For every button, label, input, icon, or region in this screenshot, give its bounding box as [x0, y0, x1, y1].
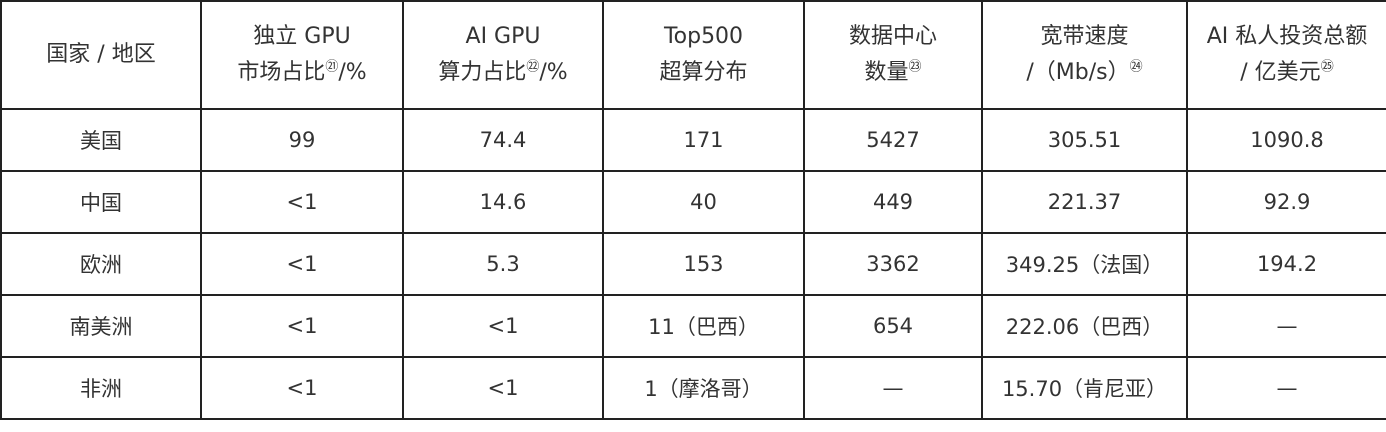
- header-broadband-speed: 宽带速度 /（Mb/s）㉔: [981, 0, 1188, 110]
- header-data-center-count: 数据中心 数量㉓: [803, 0, 983, 110]
- cell-region: 中国: [0, 170, 202, 234]
- table-row: 非洲 <1 <1 1（摩洛哥） — 15.70（肯尼亚） —: [0, 356, 1386, 420]
- header-line: /（Mb/s）: [1026, 60, 1130, 85]
- header-ai-private-investment: AI 私人投资总额 / 亿美元㉕: [1186, 0, 1386, 110]
- cell-top500: 153: [602, 232, 805, 296]
- cell-discrete-gpu-share: 99: [200, 108, 404, 172]
- cell-broadband-speed: 222.06（巴西）: [981, 294, 1188, 358]
- cell-region: 美国: [0, 108, 202, 172]
- header-unit: /%: [338, 60, 367, 85]
- header-unit: /%: [539, 60, 568, 85]
- cell-top500: 171: [602, 108, 805, 172]
- table-row: 南美洲 <1 <1 11（巴西） 654 222.06（巴西） —: [0, 294, 1386, 358]
- cell-ai-gpu-compute-share: 14.6: [402, 170, 604, 234]
- cell-discrete-gpu-share: <1: [200, 294, 404, 358]
- header-row: 国家 / 地区 独立 GPU 市场占比㉑/% AI GPU 算力占比㉒/% To…: [0, 0, 1386, 110]
- table-row: 美国 99 74.4 171 5427 305.51 1090.8: [0, 108, 1386, 172]
- cell-ai-gpu-compute-share: <1: [402, 356, 604, 420]
- footnote-marker: ㉓: [908, 59, 922, 75]
- cell-broadband-speed: 349.25（法国）: [981, 232, 1188, 296]
- header-line: AI GPU: [465, 24, 541, 49]
- cell-discrete-gpu-share: <1: [200, 170, 404, 234]
- cell-ai-investment: —: [1186, 356, 1386, 420]
- cell-broadband-speed: 305.51: [981, 108, 1188, 172]
- data-table: 国家 / 地区 独立 GPU 市场占比㉑/% AI GPU 算力占比㉒/% To…: [0, 0, 1386, 420]
- cell-region: 南美洲: [0, 294, 202, 358]
- header-line: 超算分布: [659, 60, 748, 85]
- cell-data-centers: —: [803, 356, 983, 420]
- header-line: 市场占比: [237, 60, 326, 85]
- cell-region: 非洲: [0, 356, 202, 420]
- footnote-marker: ㉑: [325, 59, 339, 75]
- cell-data-centers: 654: [803, 294, 983, 358]
- cell-top500: 40: [602, 170, 805, 234]
- header-line: 数据中心: [848, 24, 937, 49]
- cell-data-centers: 5427: [803, 108, 983, 172]
- table-row: 中国 <1 14.6 40 449 221.37 92.9: [0, 170, 1386, 234]
- header-line: 算力占比: [438, 60, 527, 85]
- header-ai-gpu-compute-share: AI GPU 算力占比㉒/%: [402, 0, 604, 110]
- cell-top500: 1（摩洛哥）: [602, 356, 805, 420]
- footnote-marker: ㉔: [1129, 59, 1143, 75]
- header-line: / 亿美元: [1240, 60, 1321, 85]
- footnote-marker: ㉕: [1320, 59, 1334, 75]
- header-discrete-gpu-share: 独立 GPU 市场占比㉑/%: [200, 0, 404, 110]
- cell-data-centers: 3362: [803, 232, 983, 296]
- header-line: 数量: [864, 60, 909, 85]
- header-line: Top500: [663, 24, 744, 49]
- header-line: 独立 GPU: [253, 24, 351, 49]
- cell-ai-investment: 92.9: [1186, 170, 1386, 234]
- cell-discrete-gpu-share: <1: [200, 356, 404, 420]
- header-country-region: 国家 / 地区: [0, 0, 202, 110]
- cell-top500: 11（巴西）: [602, 294, 805, 358]
- cell-discrete-gpu-share: <1: [200, 232, 404, 296]
- table-row: 欧洲 <1 5.3 153 3362 349.25（法国） 194.2: [0, 232, 1386, 296]
- header-top500-distribution: Top500 超算分布: [602, 0, 805, 110]
- header-country-region-label: 国家 / 地区: [46, 42, 156, 67]
- footnote-marker: ㉒: [526, 59, 540, 75]
- cell-ai-gpu-compute-share: <1: [402, 294, 604, 358]
- cell-broadband-speed: 15.70（肯尼亚）: [981, 356, 1188, 420]
- cell-ai-gpu-compute-share: 5.3: [402, 232, 604, 296]
- cell-data-centers: 449: [803, 170, 983, 234]
- cell-ai-gpu-compute-share: 74.4: [402, 108, 604, 172]
- header-line: AI 私人投资总额: [1206, 24, 1368, 49]
- cell-region: 欧洲: [0, 232, 202, 296]
- header-line: 宽带速度: [1040, 24, 1129, 49]
- cell-ai-investment: 194.2: [1186, 232, 1386, 296]
- cell-broadband-speed: 221.37: [981, 170, 1188, 234]
- cell-ai-investment: 1090.8: [1186, 108, 1386, 172]
- cell-ai-investment: —: [1186, 294, 1386, 358]
